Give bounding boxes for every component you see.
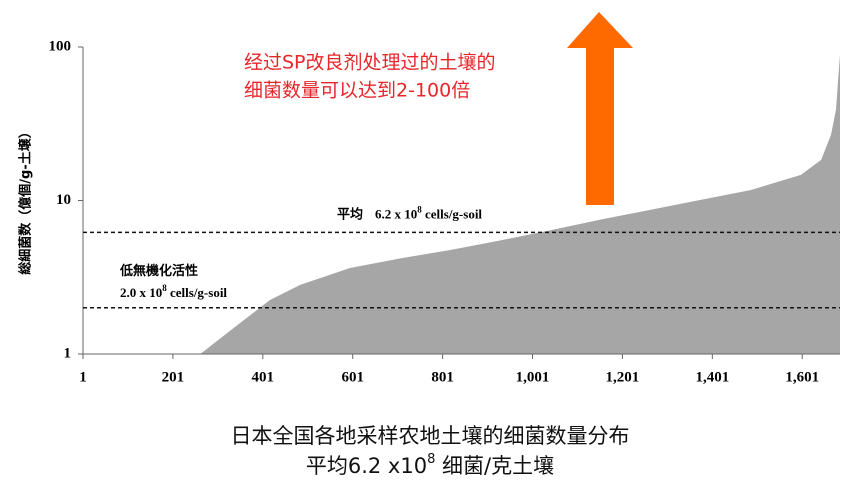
reference-label: 2.0 x 108 cells/g-soil xyxy=(120,283,227,300)
reference-text: 6.2 x 10 xyxy=(375,206,417,221)
annotation: 细菌数量可以达到2-100倍 xyxy=(244,80,470,102)
reference-unit: cells/g-soil xyxy=(167,285,228,300)
y-tick-label: 100 xyxy=(49,38,72,54)
reference-exponent: 8 xyxy=(162,283,167,293)
reference-exponent: 8 xyxy=(417,204,422,214)
x-tick-label: 401 xyxy=(252,369,275,385)
reference-name: 平均 xyxy=(337,206,363,221)
x-tick-label: 1 xyxy=(79,369,87,385)
reference-label: 6.2 x 108 cells/g-soil xyxy=(375,204,482,221)
reference-unit: cells/g-soil xyxy=(422,206,483,221)
x-tick-label: 1,401 xyxy=(695,369,729,385)
caption-unit: 细菌/克土壤 xyxy=(435,454,554,478)
y-axis-label: 総細菌数（億個/g-土壌） xyxy=(18,125,34,274)
reference-name: 低無機化活性 xyxy=(119,263,198,278)
annotation: 经过SP改良剂处理过的土壤的 xyxy=(244,52,496,74)
x-tick-label: 201 xyxy=(162,369,185,385)
x-tick-label: 601 xyxy=(341,369,364,385)
x-tick-label: 1,601 xyxy=(785,369,819,385)
caption: 日本全国各地采样农地土壤的细菌数量分布 xyxy=(231,424,630,448)
caption-text: 平均6.2 x10 xyxy=(306,454,427,478)
y-tick-label: 10 xyxy=(56,192,71,208)
area xyxy=(200,54,841,354)
x-tick-label: 1,001 xyxy=(516,369,550,385)
arrow xyxy=(567,12,633,205)
y-tick-label: 1 xyxy=(64,345,72,361)
caption: 平均6.2 x108 细菌/克土壤 xyxy=(306,452,554,479)
x-tick-label: 801 xyxy=(431,369,454,385)
reference-text: 2.0 x 10 xyxy=(120,285,162,300)
x-tick-label: 1,201 xyxy=(606,369,640,385)
caption-exponent: 8 xyxy=(427,452,435,467)
